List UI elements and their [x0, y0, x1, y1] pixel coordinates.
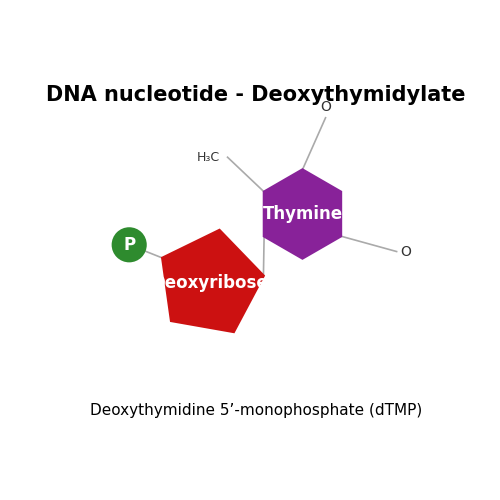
- Text: O: O: [320, 100, 331, 114]
- Polygon shape: [264, 170, 341, 258]
- Polygon shape: [162, 230, 264, 332]
- Text: O: O: [400, 244, 411, 258]
- Circle shape: [113, 228, 146, 261]
- Text: DNA nucleotide - Deoxythymidylate: DNA nucleotide - Deoxythymidylate: [46, 84, 466, 104]
- Text: Deoxyribose: Deoxyribose: [152, 274, 268, 292]
- Text: Thymine: Thymine: [262, 205, 342, 223]
- Text: Deoxythymidine 5’-monophosphate (dTMP): Deoxythymidine 5’-monophosphate (dTMP): [90, 403, 422, 418]
- Text: H₃C: H₃C: [196, 150, 220, 164]
- Text: P: P: [123, 236, 136, 254]
